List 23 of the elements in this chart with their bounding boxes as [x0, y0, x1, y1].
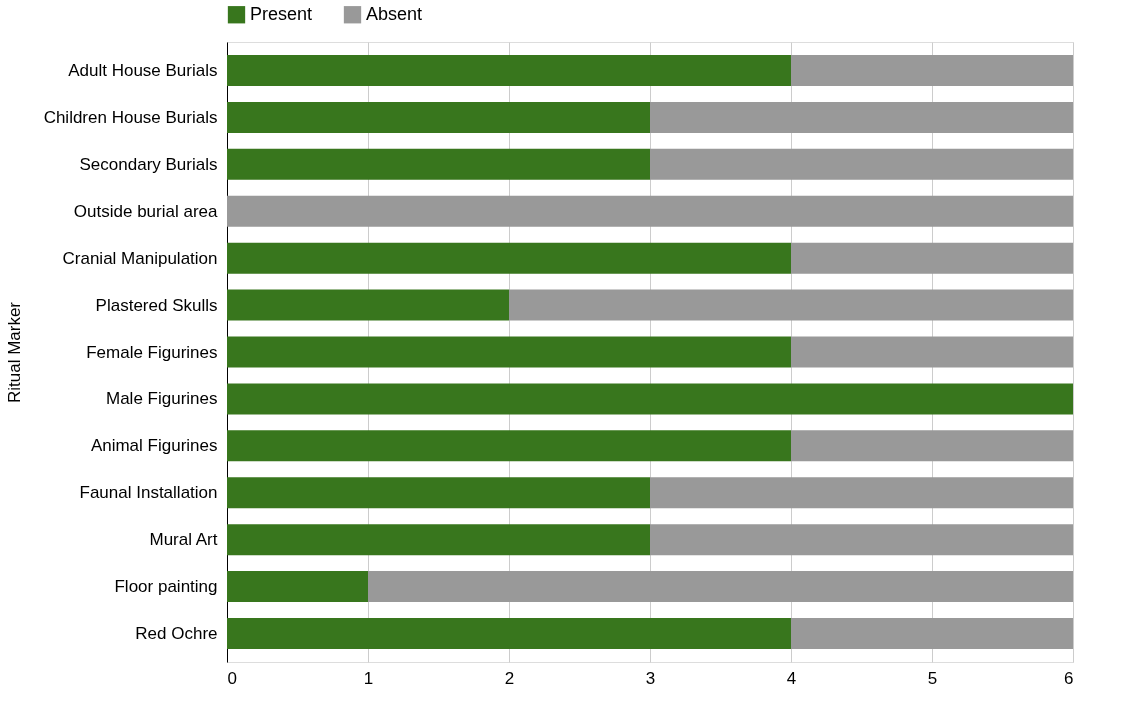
- x-tick-label: 2: [504, 668, 515, 688]
- x-tick-label: 5: [927, 668, 938, 688]
- y-tick-label: Faunal Installation: [79, 483, 218, 503]
- y-tick-label: Floor painting: [114, 577, 218, 597]
- y-tick-label: Animal Figurines: [90, 436, 218, 456]
- y-tick-label: Outside burial area: [73, 201, 219, 221]
- y-tick-label: Secondary Burials: [79, 154, 218, 174]
- legend-label: Present: [250, 3, 313, 24]
- legend-label: Absent: [366, 3, 423, 24]
- y-axis-title: Ritual Marker: [4, 301, 24, 404]
- y-tick-label: Children House Burials: [43, 107, 218, 127]
- y-tick-label: Female Figurines: [86, 342, 218, 362]
- y-tick-label: Male Figurines: [106, 389, 218, 409]
- y-tick-label: Red Ochre: [135, 624, 218, 644]
- y-tick-label: Adult House Burials: [68, 60, 218, 80]
- x-tick-label: 3: [645, 668, 656, 688]
- x-tick-label: 1: [363, 668, 374, 688]
- x-tick-label: 0: [227, 668, 237, 688]
- y-tick-label: Mural Art: [149, 530, 218, 550]
- y-tick-label: Plastered Skulls: [95, 295, 218, 315]
- y-tick-label: Cranial Manipulation: [62, 248, 218, 268]
- x-tick-label: 6: [1064, 668, 1074, 688]
- x-tick-label: 4: [786, 668, 797, 688]
